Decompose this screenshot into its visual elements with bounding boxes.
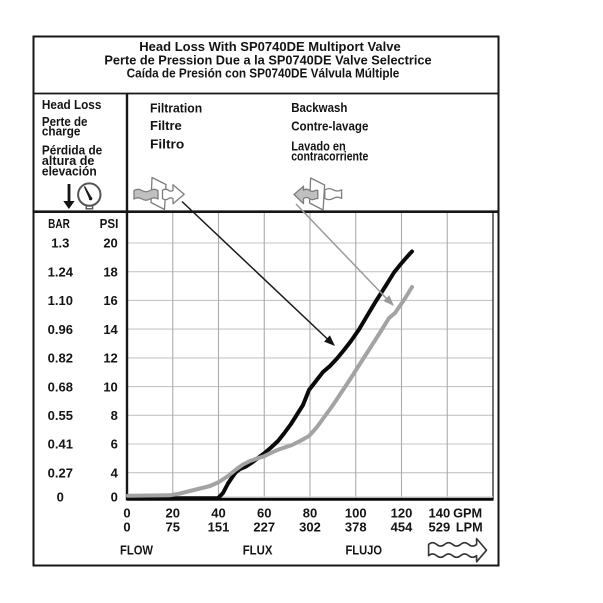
svg-text:0: 0	[123, 520, 130, 535]
svg-text:Filtration: Filtration	[150, 101, 202, 115]
svg-text:454: 454	[391, 520, 413, 535]
svg-text:Perte de Pression Due a la SP0: Perte de Pression Due a la SP0740DE Valv…	[104, 52, 431, 67]
svg-text:1.24: 1.24	[48, 264, 74, 279]
svg-text:75: 75	[166, 520, 180, 535]
svg-text:Backwash: Backwash	[291, 101, 347, 116]
svg-text:20: 20	[166, 505, 180, 520]
svg-text:elevación: elevación	[42, 164, 97, 179]
svg-text:BAR: BAR	[48, 217, 70, 232]
svg-text:302: 302	[299, 520, 321, 535]
svg-text:8: 8	[111, 408, 118, 423]
svg-text:altura de: altura de	[42, 153, 95, 168]
svg-text:529: 529	[429, 520, 451, 535]
svg-text:20: 20	[103, 236, 117, 251]
svg-text:contracorriente: contracorriente	[291, 148, 369, 163]
svg-text:4: 4	[111, 465, 119, 480]
svg-text:227: 227	[253, 520, 275, 535]
svg-text:Caída de Presión con SP0740DE: Caída de Presión con SP0740DE Válvula Mú…	[127, 66, 400, 81]
svg-text:60: 60	[257, 505, 271, 520]
svg-text:Lavado en: Lavado en	[291, 139, 346, 154]
svg-text:0.96: 0.96	[48, 322, 73, 337]
svg-text:LPM: LPM	[456, 519, 483, 534]
svg-text:PSI: PSI	[100, 216, 119, 231]
svg-text:0.55: 0.55	[48, 408, 73, 423]
svg-text:GPM: GPM	[453, 505, 482, 520]
svg-text:40: 40	[211, 505, 225, 520]
svg-text:0.82: 0.82	[48, 351, 73, 366]
svg-text:Filtro: Filtro	[150, 137, 184, 152]
svg-text:12: 12	[103, 351, 117, 366]
svg-text:140: 140	[429, 505, 451, 520]
svg-text:Contre-lavage: Contre-lavage	[291, 119, 368, 134]
svg-text:Perte de: Perte de	[42, 114, 88, 129]
svg-text:0: 0	[57, 490, 64, 505]
svg-text:0.41: 0.41	[48, 437, 73, 452]
svg-text:80: 80	[303, 505, 317, 520]
svg-text:0.68: 0.68	[48, 379, 73, 394]
svg-text:378: 378	[345, 520, 367, 535]
svg-text:0: 0	[111, 490, 118, 505]
svg-text:1.10: 1.10	[48, 293, 73, 308]
svg-text:6: 6	[111, 437, 118, 452]
svg-text:charge: charge	[42, 124, 81, 139]
svg-text:FLUJO: FLUJO	[346, 543, 382, 558]
svg-text:Head Loss With SP0740DE Multip: Head Loss With SP0740DE Multiport Valve	[139, 39, 400, 54]
svg-text:1.3: 1.3	[51, 236, 69, 251]
svg-text:16: 16	[103, 293, 117, 308]
svg-text:0.27: 0.27	[48, 465, 73, 480]
svg-text:FLUX: FLUX	[243, 543, 274, 558]
svg-text:151: 151	[208, 520, 230, 535]
svg-text:120: 120	[391, 505, 413, 520]
svg-text:0: 0	[123, 505, 130, 520]
svg-text:14: 14	[103, 322, 118, 337]
svg-text:Pérdida de: Pérdida de	[42, 143, 102, 158]
svg-text:FLOW: FLOW	[120, 543, 154, 558]
svg-text:Head Loss: Head Loss	[42, 97, 102, 112]
svg-text:10: 10	[103, 379, 117, 394]
svg-text:Filtre: Filtre	[150, 118, 182, 133]
svg-text:18: 18	[103, 264, 117, 279]
svg-text:100: 100	[345, 505, 367, 520]
